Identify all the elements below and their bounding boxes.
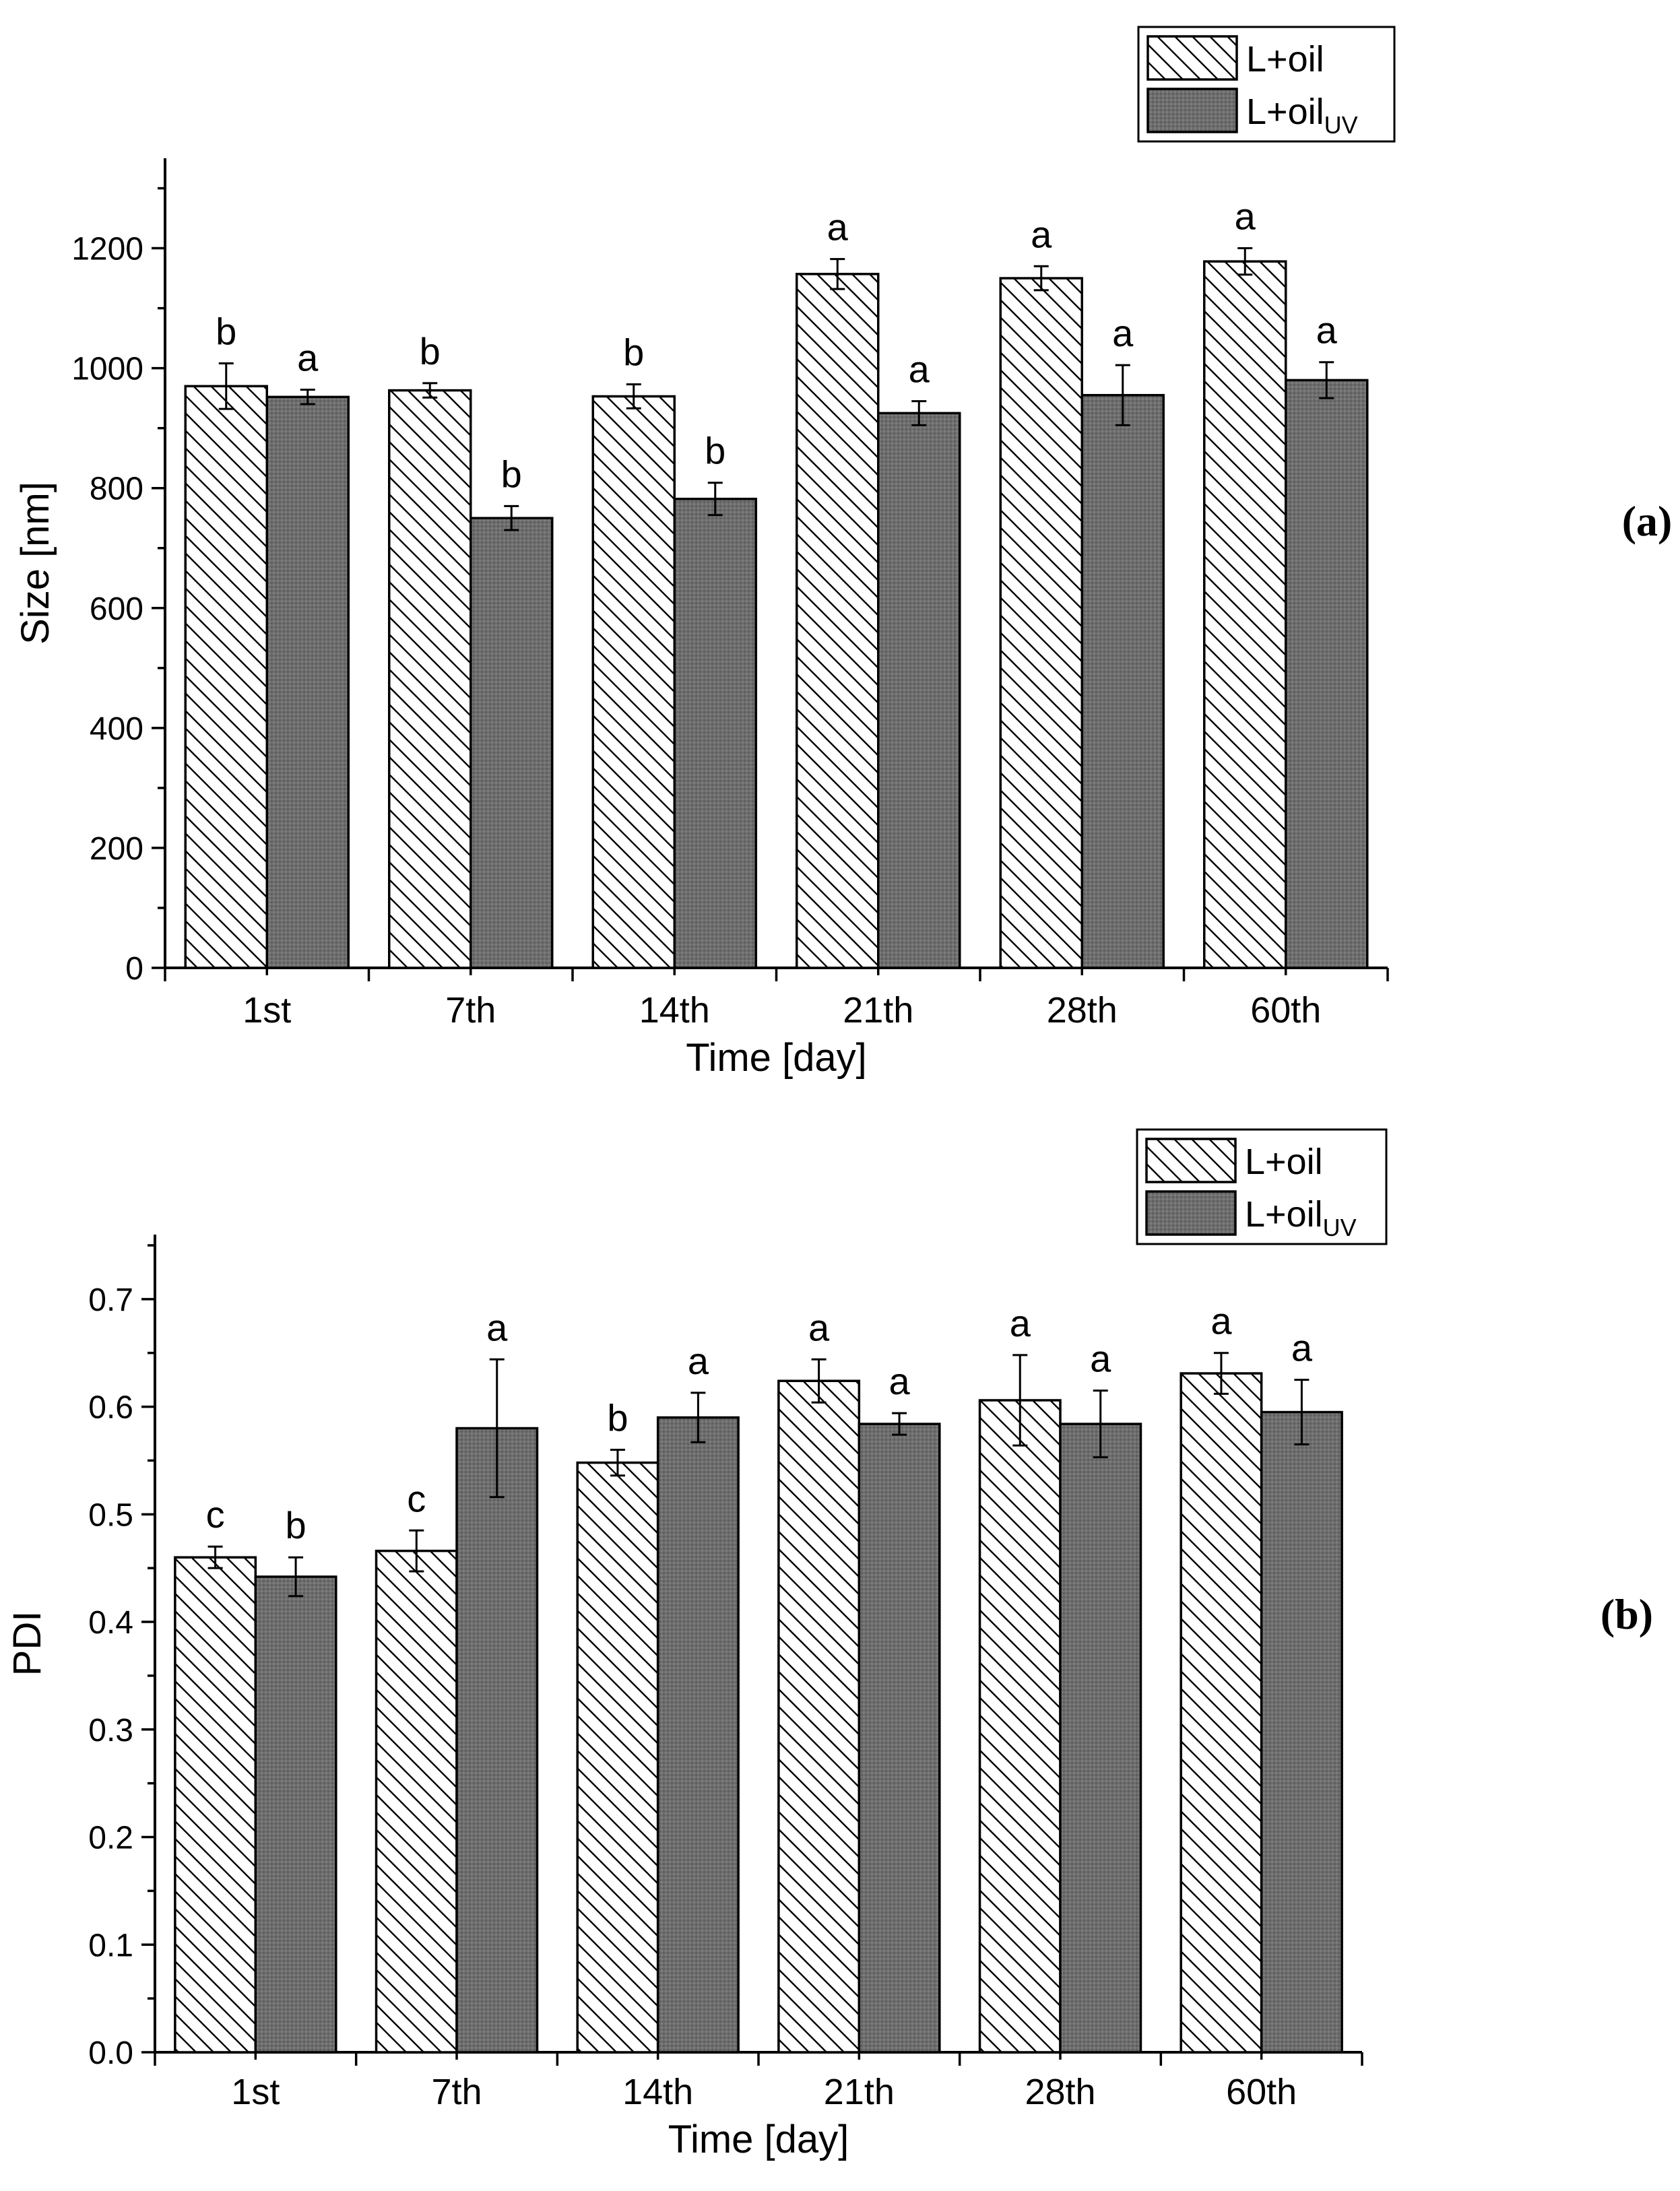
bar-oil-21th bbox=[796, 273, 880, 969]
bar-oil-uv-1st bbox=[254, 1575, 337, 2054]
significance-letter: b bbox=[607, 1396, 628, 1439]
y-tick-label: 1200 bbox=[71, 232, 143, 267]
significance-letter: b bbox=[216, 310, 236, 353]
bar-oil-uv-14th bbox=[656, 1416, 740, 2054]
x-axis-title: Time [day] bbox=[668, 2118, 849, 2161]
bar-oil-14th bbox=[591, 395, 676, 969]
significance-letter: b bbox=[623, 331, 644, 374]
legend: L+oil L+oilUV bbox=[1136, 1128, 1388, 1245]
bar-oil-60th bbox=[1180, 1372, 1263, 2054]
bar-oil-1st bbox=[174, 1556, 257, 2054]
bar-oil-28th bbox=[978, 1399, 1062, 2054]
x-tick-label: 28th bbox=[1047, 990, 1118, 1031]
y-tick-label: 0.6 bbox=[88, 1390, 133, 1426]
significance-letter: b bbox=[420, 330, 441, 372]
legend-swatch-oil bbox=[1146, 35, 1238, 81]
y-tick-label: 200 bbox=[90, 831, 143, 867]
y-tick-label: 1000 bbox=[71, 352, 143, 387]
x-tick-label: 60th bbox=[1226, 2072, 1297, 2112]
y-tick-label: 0.2 bbox=[88, 1821, 133, 1856]
x-tick-label: 7th bbox=[431, 2072, 482, 2112]
x-tick-label: 7th bbox=[445, 990, 496, 1031]
significance-letter: b bbox=[285, 1504, 306, 1546]
pdi-chart: 0.0 0.1 0.2 0.3 0.4 0.5 0.6 0.7 1st 7th 14th 21th 28… bbox=[5, 1128, 1653, 2161]
y-tick-label: 600 bbox=[90, 591, 143, 627]
bar-oil-uv-28th bbox=[1059, 1422, 1142, 2054]
y-tick-label: 0.4 bbox=[88, 1605, 133, 1641]
bar-oil-uv-28th bbox=[1080, 393, 1165, 969]
significance-letter: a bbox=[1210, 1300, 1232, 1342]
y-axis-title: Size [nm] bbox=[13, 482, 57, 645]
x-tick-label: 28th bbox=[1025, 2072, 1095, 2112]
bar-oil-uv-1st bbox=[265, 395, 350, 969]
bar-oil-uv-60th bbox=[1285, 379, 1369, 969]
x-tick-label: 14th bbox=[622, 2072, 693, 2112]
bar-oil-uv-14th bbox=[673, 497, 757, 969]
x-tick-label: 21th bbox=[824, 2072, 895, 2112]
bar-oil-14th bbox=[576, 1461, 659, 2054]
y-tick-label: 0.5 bbox=[88, 1497, 133, 1533]
panel-label: (a) bbox=[1622, 497, 1673, 545]
significance-letter: a bbox=[486, 1306, 508, 1348]
legend-label-oil: L+oil bbox=[1245, 1142, 1323, 1182]
significance-letter: c bbox=[407, 1477, 426, 1519]
bar-oil-uv-60th bbox=[1260, 1410, 1343, 2054]
x-tick-label: 1st bbox=[231, 2072, 280, 2112]
bar-oil-21th bbox=[777, 1379, 861, 2054]
significance-letter: a bbox=[1235, 195, 1256, 238]
significance-letter: a bbox=[889, 1360, 910, 1402]
bar-oil-28th bbox=[999, 277, 1083, 969]
significance-letter: a bbox=[1031, 213, 1052, 255]
significance-letter: a bbox=[1090, 1338, 1111, 1380]
legend-label-oil-uv: L+oilUV bbox=[1246, 92, 1358, 139]
y-tick-label: 800 bbox=[90, 471, 143, 507]
y-tick-label: 400 bbox=[90, 711, 143, 747]
x-tick-label: 21th bbox=[843, 990, 913, 1031]
significance-letter: b bbox=[705, 430, 725, 472]
significance-letter: c bbox=[206, 1493, 225, 1536]
bar-oil-60th bbox=[1203, 260, 1287, 969]
bar-oil-1st bbox=[184, 385, 268, 969]
significance-letter: a bbox=[827, 206, 849, 249]
bar-oil-uv-7th bbox=[455, 1427, 539, 2054]
legend-swatch-oil bbox=[1145, 1138, 1237, 1183]
y-tick-label: 0.7 bbox=[88, 1282, 133, 1318]
significance-letter: a bbox=[808, 1306, 830, 1348]
legend-label-oil: L+oil bbox=[1246, 39, 1324, 79]
significance-letter: a bbox=[1010, 1302, 1031, 1344]
panel-label: (b) bbox=[1601, 1590, 1653, 1638]
legend-swatch-oil-uv bbox=[1146, 88, 1238, 133]
x-tick-label: 60th bbox=[1250, 990, 1321, 1031]
y-tick-label: 0.3 bbox=[88, 1713, 133, 1748]
significance-letter: a bbox=[1316, 309, 1338, 352]
y-tick-label: 0 bbox=[125, 951, 143, 987]
y-tick-label: 0.0 bbox=[88, 2035, 133, 2071]
significance-letter: a bbox=[909, 348, 930, 391]
y-axis-title: PDI bbox=[5, 1611, 49, 1676]
x-axis-title: Time [day] bbox=[686, 1036, 867, 1080]
bar-oil-7th bbox=[388, 389, 472, 969]
significance-letter: a bbox=[688, 1340, 709, 1382]
y-tick-label: 0.1 bbox=[88, 1928, 133, 1963]
legend: L+oil L+oilUV bbox=[1137, 26, 1396, 143]
legend-swatch-oil-uv bbox=[1145, 1190, 1237, 1236]
x-tick-label: 1st bbox=[243, 990, 291, 1031]
bar-oil-7th bbox=[375, 1549, 458, 2054]
significance-letter: a bbox=[1112, 312, 1134, 354]
significance-letter: b bbox=[501, 453, 522, 495]
legend-label-oil-uv: L+oilUV bbox=[1245, 1194, 1357, 1241]
bar-oil-uv-7th bbox=[470, 517, 554, 969]
significance-letter: a bbox=[297, 337, 319, 379]
significance-letter: a bbox=[1291, 1327, 1313, 1369]
x-tick-label: 14th bbox=[639, 990, 710, 1031]
bar-oil-uv-21th bbox=[877, 412, 961, 969]
bar-oil-uv-21th bbox=[858, 1422, 941, 2054]
size-chart: 0 200 400 600 800 1000 1200 1st 7th 14th 21th 28th 6… bbox=[13, 26, 1673, 1080]
